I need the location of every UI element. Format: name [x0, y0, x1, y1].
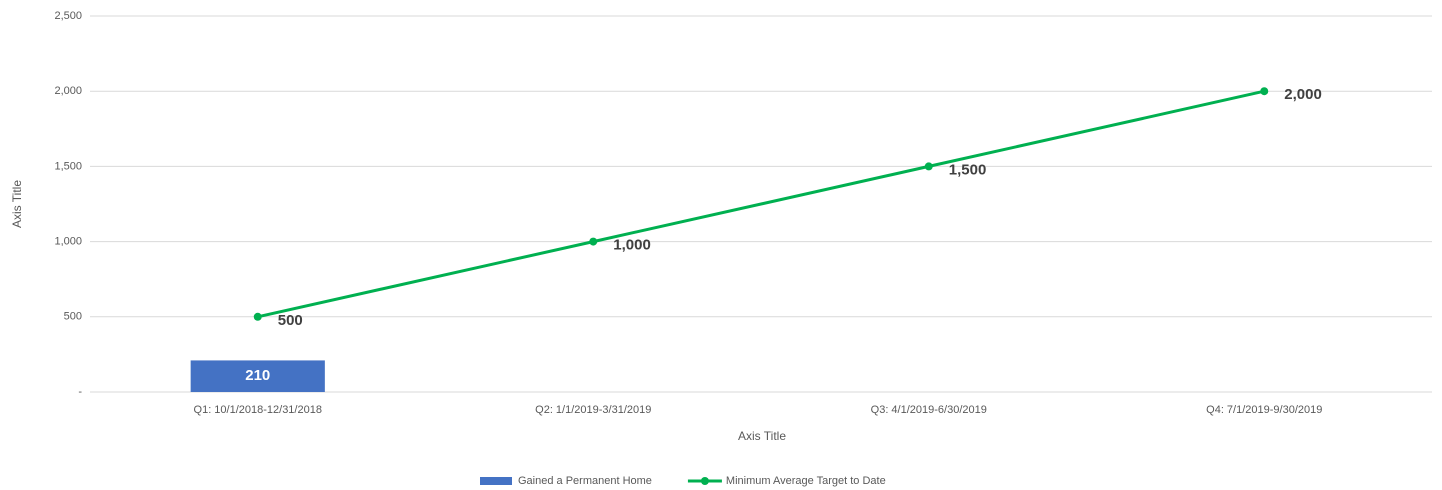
- y-tick-label: 1,500: [54, 160, 82, 172]
- line-value-label: 2,000: [1284, 86, 1322, 103]
- y-tick-label: 500: [64, 311, 82, 323]
- x-tick-label: Q4: 7/1/2019-9/30/2019: [1206, 404, 1322, 416]
- legend-swatch-point: [700, 477, 709, 485]
- x-tick-label: Q2: 1/1/2019-3/31/2019: [535, 404, 651, 416]
- line: [257, 89, 1265, 319]
- bar: [190, 360, 325, 392]
- x-tick-label: Q3: 4/1/2019-6/30/2019: [871, 404, 987, 416]
- line-point: [589, 237, 598, 246]
- line-value-label: 1,500: [949, 161, 987, 178]
- line-value-label: 500: [278, 312, 303, 329]
- y-tick-label: -: [78, 386, 82, 398]
- y-tick-label: 1,000: [54, 236, 82, 248]
- line-point: [253, 312, 262, 321]
- line-value-label: 1,000: [613, 237, 651, 254]
- y-tick-label: 2,000: [54, 85, 82, 97]
- bar-value-label: 210: [245, 367, 270, 384]
- y-axis-title: Axis Title: [10, 180, 24, 228]
- legend-swatch: [480, 477, 512, 485]
- x-tick-label: Q1: 10/1/2018-12/31/2018: [194, 404, 322, 416]
- x-axis-title: Axis Title: [738, 429, 786, 443]
- y-tick-label: 2,500: [54, 10, 82, 22]
- line-point: [924, 162, 933, 171]
- legend-label: Gained a Permanent Home: [518, 475, 652, 487]
- line-point: [1260, 87, 1269, 96]
- legend-label: Minimum Average Target to Date: [726, 475, 886, 487]
